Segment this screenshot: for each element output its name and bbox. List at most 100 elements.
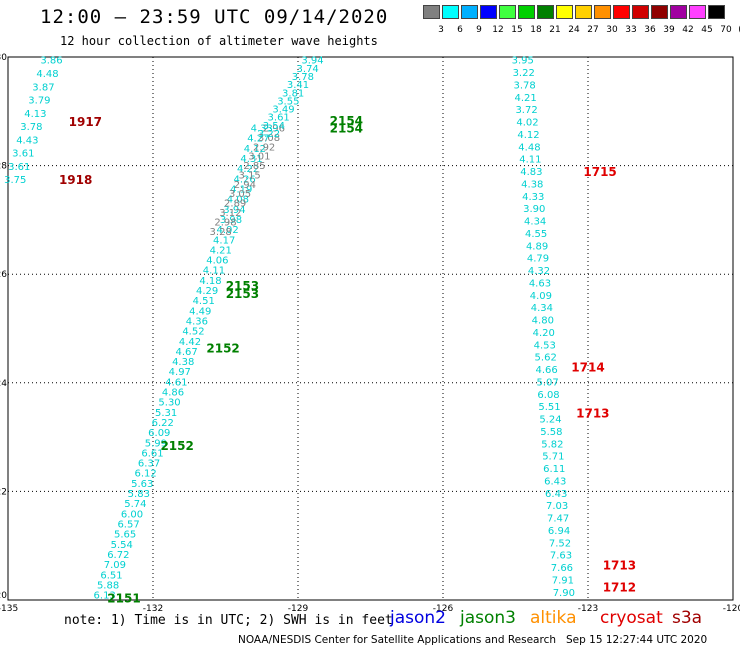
satellite-name: jason3 <box>460 608 516 628</box>
swh-value: 3.90 <box>523 204 545 215</box>
satellite-name: altika <box>530 608 577 628</box>
satellite-name: jason2 <box>390 608 446 628</box>
swh-value: 6.37 <box>138 459 160 470</box>
legend-label: 24 <box>568 25 580 35</box>
swh-value: 6.12 <box>135 469 157 480</box>
swh-value: 5.83 <box>128 489 150 500</box>
lat-tick-label: 24 <box>0 379 7 389</box>
swh-value: 5.63 <box>131 479 153 490</box>
swh-value: 4.29 <box>196 286 218 297</box>
swh-value: 4.67 <box>175 347 197 358</box>
swh-value: 4.52 <box>182 327 204 338</box>
swh-value: 3.81 <box>282 88 304 99</box>
swh-value: 5.31 <box>155 408 177 419</box>
legend-swatch <box>594 5 611 19</box>
swh-value: 7.47 <box>547 514 569 525</box>
legend-swatch <box>480 5 497 19</box>
legend-swatch <box>499 5 516 19</box>
swh-value: 6.61 <box>141 448 163 459</box>
swh-value: 3.74 <box>297 64 319 75</box>
swh-value: 3.86 <box>40 56 62 67</box>
pass-time-label: 2153 <box>226 287 259 301</box>
legend-label: 33 <box>625 25 637 35</box>
swh-value: 3.94 <box>223 205 245 216</box>
lon-tick-label: -135 <box>0 604 18 614</box>
swh-value: 3.78 <box>292 72 314 83</box>
swh-value: 4.42 <box>179 337 201 348</box>
swh-value: 4.79 <box>527 254 549 265</box>
lat-tick-label: 22 <box>0 487 7 497</box>
swh-value: 6.43 <box>544 476 566 487</box>
swh-value: 4.19 <box>230 185 252 196</box>
pass-time-label: 1917 <box>69 115 102 129</box>
swh-value: 6.43 <box>545 489 567 500</box>
swh-value: 4.32 <box>528 266 550 277</box>
swh-value: 3.61 <box>268 113 290 124</box>
legend-label: 12 <box>492 25 504 35</box>
pass-time-label: 1715 <box>583 165 616 179</box>
pass-time-label: 2154 <box>330 114 363 128</box>
swh-value: 4.31 <box>240 154 262 165</box>
legend-label: 6 <box>457 25 463 35</box>
swh-value: 4.89 <box>526 241 548 252</box>
legend-swatch <box>537 5 554 19</box>
swh-value: 7.90 <box>553 588 575 599</box>
swh-value: 3.15 <box>239 170 261 181</box>
swh-value: 3.54 <box>263 121 285 132</box>
swh-value: 3.94 <box>301 56 323 67</box>
swh-value: 3.98 <box>220 215 242 226</box>
swh-value: 4.34 <box>531 303 553 314</box>
lat-tick-label: 20 <box>0 591 7 601</box>
lon-tick-label: -132 <box>143 604 163 614</box>
swh-value: 3.61 <box>12 149 34 160</box>
footer-note: note: 1) Time is in UTC; 2) SWH is in fe… <box>64 613 393 628</box>
swh-value: 4.17 <box>213 235 235 246</box>
swh-value: 4.61 <box>165 377 187 388</box>
swh-value: 4.66 <box>536 365 558 376</box>
swh-value: 4.27 <box>247 134 269 145</box>
swh-value: 2.85 <box>243 161 265 172</box>
swh-value: 4.51 <box>193 296 215 307</box>
swh-value: 4.48 <box>36 69 58 80</box>
swh-value: 4.38 <box>521 179 543 190</box>
legend-label: 39 <box>663 25 675 35</box>
pass-time-label: 1918 <box>59 173 92 187</box>
swh-value: 5.71 <box>542 452 564 463</box>
legend-swatch <box>423 5 440 19</box>
swh-value: 4.22 <box>237 164 259 175</box>
swh-value: 3.08 <box>258 133 280 144</box>
swh-value: 4.20 <box>533 328 555 339</box>
legend-swatch <box>670 5 687 19</box>
swh-value: 4.02 <box>216 225 238 236</box>
legend-label: 42 <box>682 25 694 35</box>
swh-value: 6.08 <box>537 390 559 401</box>
legend-swatch <box>442 5 459 19</box>
swh-value: 3.79 <box>28 96 50 107</box>
pass-time-label: 1714 <box>571 361 604 375</box>
credit-line: NOAA/NESDIS Center for Satellite Applica… <box>238 634 707 646</box>
swh-value: 6.11 <box>543 464 565 475</box>
map-frame <box>7 56 734 601</box>
swh-value: 5.24 <box>539 415 561 426</box>
lon-tick-label: -120 <box>723 604 740 614</box>
swh-value: 7.03 <box>546 501 568 512</box>
swh-value: 4.12 <box>244 144 266 155</box>
swh-value: 3.22 <box>258 129 280 140</box>
legend-label: 36 <box>644 25 656 35</box>
pass-time-label: 2152 <box>206 342 239 356</box>
pass-time-label: 2154 <box>330 122 363 136</box>
lon-tick-label: -123 <box>578 604 598 614</box>
swh-value: 7.66 <box>551 563 573 574</box>
swh-value: 4.97 <box>169 367 191 378</box>
swh-value: 5.99 <box>145 438 167 449</box>
lon-tick-label: -126 <box>433 604 454 614</box>
legend-label: 15 <box>511 25 523 35</box>
swh-value: 4.13 <box>24 109 46 120</box>
swh-value: 5.65 <box>114 530 136 541</box>
swh-value: 3.55 <box>277 96 299 107</box>
swh-value: 4.33 <box>522 192 544 203</box>
swh-value: 4.63 <box>529 278 551 289</box>
legend-label: 70 <box>720 25 732 35</box>
swh-value: 3.61 <box>8 162 30 173</box>
